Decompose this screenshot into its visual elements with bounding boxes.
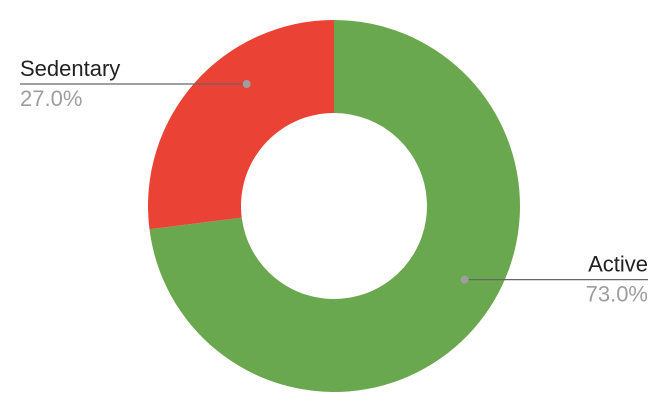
slices-group <box>148 20 520 392</box>
slice-label-sedentary: Sedentary <box>20 56 120 81</box>
slice-percent-sedentary: 27.0% <box>20 86 82 111</box>
slice-sedentary[interactable] <box>148 20 334 230</box>
slice-percent-active: 73.0% <box>586 282 648 307</box>
label-active-group: Active 73.0% <box>460 252 648 307</box>
label-sedentary-group: Sedentary 27.0% <box>20 56 251 111</box>
leader-dot-sedentary <box>242 80 251 89</box>
slice-active[interactable] <box>149 20 520 392</box>
slice-label-active: Active <box>588 252 648 277</box>
leader-dot-active <box>460 275 469 284</box>
